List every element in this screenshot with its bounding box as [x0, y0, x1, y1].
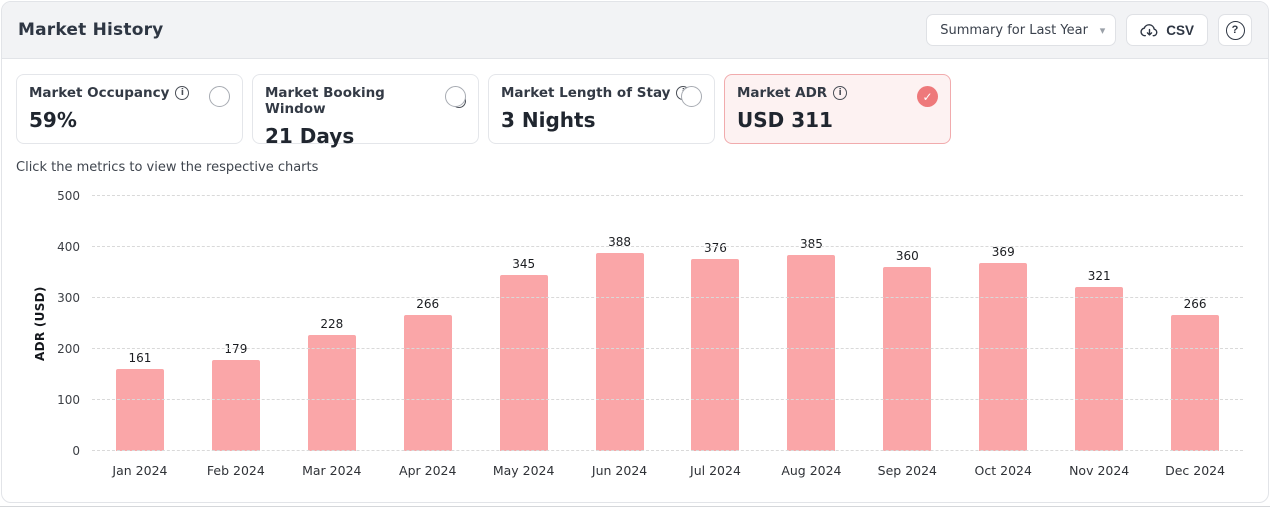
bar-value-label: 161 — [128, 351, 152, 365]
x-tick-label: Dec 2024 — [1165, 463, 1226, 478]
bar-value-label: 228 — [320, 317, 344, 331]
bar-value-label: 266 — [1183, 297, 1207, 311]
bar — [787, 255, 836, 451]
gridline — [92, 195, 1243, 196]
x-tick-label: May 2024 — [492, 463, 555, 478]
gridline — [92, 399, 1243, 400]
bar-cell: 228 — [284, 196, 380, 451]
y-tick-label: 100 — [57, 393, 80, 407]
x-tick-label: Jun 2024 — [591, 463, 648, 478]
summary-range-value: Summary for Last Year — [940, 22, 1088, 38]
x-tick-label: Nov 2024 — [1069, 463, 1130, 478]
x-tick-label: Apr 2024 — [399, 463, 457, 478]
check-icon[interactable]: ✓ — [917, 86, 938, 107]
csv-button-label: CSV — [1166, 22, 1194, 38]
y-tick-label: 400 — [57, 240, 80, 254]
y-tick-label: 200 — [57, 342, 80, 356]
metric-value: 21 Days — [265, 124, 355, 148]
x-tick-label: Aug 2024 — [781, 463, 842, 478]
gridline — [92, 450, 1243, 451]
bar — [115, 369, 164, 451]
bar-value-label: 369 — [991, 245, 1015, 259]
bar — [1171, 315, 1220, 451]
info-icon[interactable]: i — [175, 86, 190, 100]
question-mark-icon: ? — [1225, 20, 1245, 40]
metric-label: Market Occupancy — [29, 85, 170, 101]
metric-card-market-adr[interactable]: Market ADR i ✓ USD 311 — [724, 74, 951, 144]
bar-cell: 179 — [188, 196, 284, 451]
info-icon[interactable]: i — [833, 86, 848, 100]
bar-cell: 161 — [92, 196, 188, 451]
bar-value-label: 385 — [799, 237, 823, 251]
metric-cards: Market Occupancy i 59% Market Booking Wi… — [2, 59, 1268, 148]
bar-cell: 369 — [955, 196, 1051, 451]
bar-value-label: 376 — [704, 241, 727, 255]
page-title: Market History — [18, 20, 164, 40]
metric-value: 59% — [29, 108, 77, 132]
help-button[interactable]: ? — [1218, 14, 1252, 46]
bar-cell: 376 — [668, 196, 764, 451]
bar — [1075, 287, 1124, 451]
bar — [403, 315, 452, 451]
bar-value-label: 179 — [224, 342, 248, 356]
adr-bar-chart: ADR (USD) 161 179 228 266 345 388 376 385 360 369… — [2, 188, 1268, 488]
metric-value: 3 Nights — [501, 108, 596, 132]
y-tick-label: 300 — [57, 291, 80, 305]
panel-header: Market History Summary for Last Year ▾ C… — [2, 2, 1268, 59]
gridline — [92, 348, 1243, 349]
metric-card-market-booking-window[interactable]: Market Booking Window i 21 Days — [252, 74, 479, 148]
bar-cell: 345 — [476, 196, 572, 451]
metric-label: Market Length of Stay — [501, 85, 671, 101]
bar — [307, 335, 356, 451]
x-tick-label: Jul 2024 — [690, 463, 741, 478]
bar-value-label: 321 — [1087, 269, 1111, 283]
bar — [211, 360, 260, 451]
page-bottom-divider — [0, 506, 1270, 507]
bar-value-label: 266 — [416, 297, 440, 311]
x-tick-label: Feb 2024 — [206, 463, 265, 478]
chevron-down-icon: ▾ — [1099, 23, 1106, 37]
metric-card-market-occupancy[interactable]: Market Occupancy i 59% — [16, 74, 243, 144]
bar — [883, 267, 932, 451]
y-tick-label: 0 — [72, 444, 80, 458]
bar — [499, 275, 548, 451]
bar-cell: 385 — [763, 196, 859, 451]
y-tick-label: 500 — [57, 189, 80, 203]
metric-value: USD 311 — [737, 108, 833, 132]
metric-radio-unchecked[interactable] — [681, 86, 702, 107]
metric-radio-unchecked[interactable] — [209, 86, 230, 107]
metric-label: Market Booking Window — [265, 85, 385, 117]
plot-area: 161 179 228 266 345 388 376 385 360 369 321 266 — [92, 195, 1243, 451]
x-tick-label: Oct 2024 — [974, 463, 1032, 478]
bar — [595, 253, 644, 451]
x-tick-label: Mar 2024 — [302, 463, 362, 478]
summary-range-select[interactable]: Summary for Last Year ▾ — [926, 14, 1117, 46]
bar-cell: 266 — [1147, 196, 1243, 451]
x-tick-label: Sep 2024 — [877, 463, 938, 478]
bar-value-label: 345 — [512, 257, 536, 271]
metric-radio-unchecked[interactable] — [445, 86, 466, 107]
bar — [691, 259, 740, 451]
cloud-download-icon — [1140, 23, 1159, 38]
x-tick-label: Jan 2024 — [112, 463, 168, 478]
bar-cell: 321 — [1051, 196, 1147, 451]
metrics-hint-text: Click the metrics to view the respective… — [16, 160, 319, 175]
bar-value-label: 360 — [895, 249, 919, 263]
bar-cell: 266 — [380, 196, 476, 451]
gridline — [92, 297, 1243, 298]
bars-container: 161 179 228 266 345 388 376 385 360 369 321 266 — [92, 196, 1243, 451]
bar-cell: 388 — [572, 196, 668, 451]
bar-value-label: 388 — [608, 235, 632, 249]
gridline — [92, 246, 1243, 247]
bar-cell: 360 — [859, 196, 955, 451]
y-axis-title: ADR (USD) — [33, 286, 47, 361]
bar — [979, 263, 1028, 451]
metric-card-market-length-of-stay[interactable]: Market Length of Stay i 3 Nights — [488, 74, 715, 144]
metric-label: Market ADR — [737, 85, 828, 101]
csv-export-button[interactable]: CSV — [1126, 14, 1208, 46]
x-axis-labels: Jan 2024 Feb 2024 Mar 2024 Apr 2024 May 2024… — [92, 463, 1243, 478]
